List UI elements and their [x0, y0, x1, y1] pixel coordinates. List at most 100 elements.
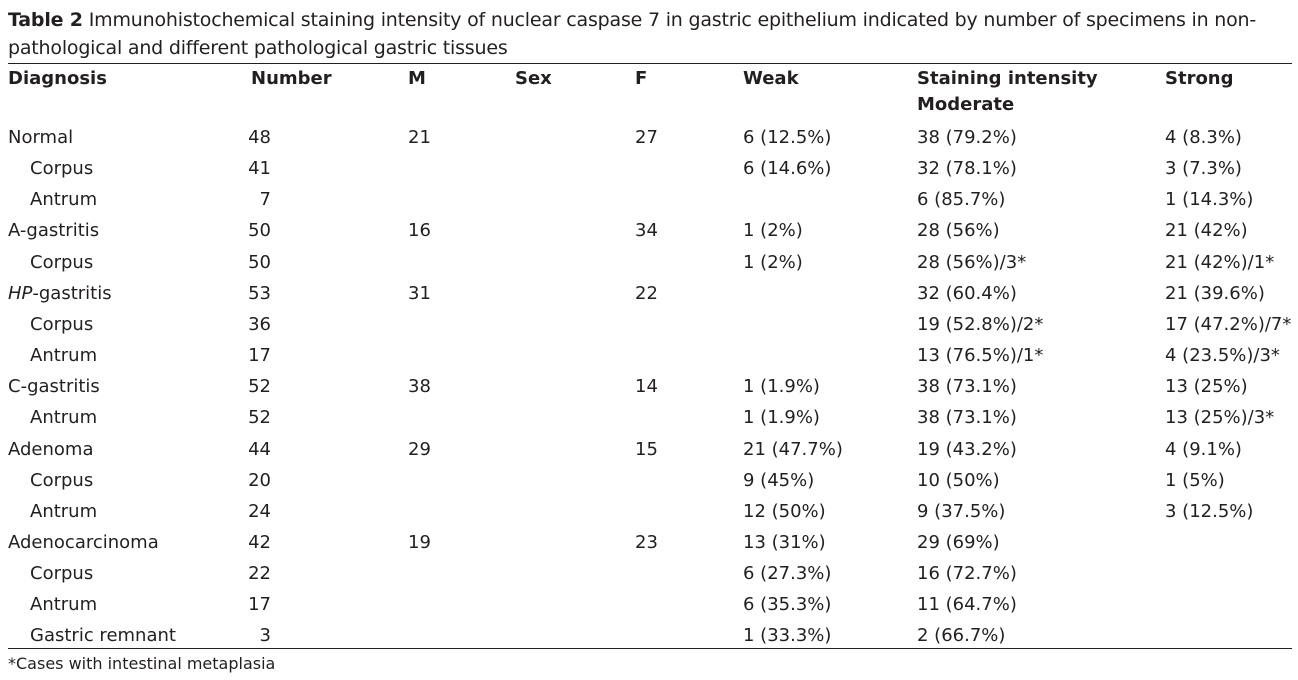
cell-number: 44 [248, 439, 271, 460]
diagnosis-text: Corpus [30, 252, 94, 273]
cell-weak: 1 (1.9%) [743, 376, 820, 397]
cell-moderate: 6 (85.7%) [917, 189, 1006, 210]
cell-moderate: 13 (76.5%)/1* [917, 345, 1044, 366]
table-row: HP-gastritis 53 31 22 32 (60.4%) 21 (39.6%) [0, 278, 1298, 309]
cell-number: 41 [248, 158, 271, 179]
cell-diagnosis: Corpus [30, 558, 93, 589]
cell-diagnosis: Antrum [30, 184, 97, 215]
diagnosis-text: Adenoma [8, 439, 94, 460]
table-row: Antrum 24 12 (50%) 9 (37.5%) 3 (12.5%) [0, 496, 1298, 527]
cell-diagnosis: Corpus [30, 465, 93, 496]
cell-m: 16 [408, 220, 431, 241]
cell-moderate: 28 (56%) [917, 220, 1000, 241]
diagnosis-text: Corpus [30, 563, 94, 584]
header-f: F [635, 68, 648, 89]
diagnosis-text: Normal [8, 127, 74, 148]
table-row: A-gastritis 50 16 34 1 (2%) 28 (56%) 21 (42%) [0, 215, 1298, 246]
cell-moderate: 28 (56%)/3* [917, 252, 1027, 273]
table-row: Corpus 20 9 (45%) 10 (50%) 1 (5%) [0, 465, 1298, 496]
cell-diagnosis: Antrum [30, 589, 97, 620]
header-m: M [408, 68, 426, 89]
cell-strong: 13 (25%)/3* [1165, 407, 1275, 428]
table-row: C-gastritis 52 38 14 1 (1.9%) 38 (73.1%) 13 (2… [0, 371, 1298, 402]
cell-moderate: 19 (43.2%) [917, 439, 1017, 460]
cell-number: 3 [259, 625, 271, 646]
diagnosis-text: Corpus [30, 470, 94, 491]
diagnosis-text: A-gastritis [8, 220, 100, 241]
bottom-rule [8, 648, 1292, 649]
diagnosis-text: C-gastritis [8, 376, 100, 397]
table-footnote: *Cases with intestinal metaplasia [8, 654, 276, 673]
cell-strong: 4 (23.5%)/3* [1165, 345, 1280, 366]
table-row: Corpus 36 19 (52.8%)/2* 17 (47.2%)/7* [0, 309, 1298, 340]
cell-f: 14 [635, 376, 658, 397]
cell-diagnosis: Gastric remnant [30, 620, 176, 651]
table-row: Antrum 52 1 (1.9%) 38 (73.1%) 13 (25%)/3* [0, 402, 1298, 433]
table-row: Corpus 50 1 (2%) 28 (56%)/3* 21 (42%)/1* [0, 247, 1298, 278]
diagnosis-text: Corpus [30, 158, 94, 179]
cell-weak: 9 (45%) [743, 470, 815, 491]
cell-number: 17 [248, 345, 271, 366]
diagnosis-text: Corpus [30, 314, 94, 335]
table-row: Corpus 41 6 (14.6%) 32 (78.1%) 3 (7.3%) [0, 153, 1298, 184]
cell-strong: 1 (14.3%) [1165, 189, 1254, 210]
cell-weak: 21 (47.7%) [743, 439, 843, 460]
cell-diagnosis: A-gastritis [8, 215, 99, 246]
cell-strong: 17 (47.2%)/7* [1165, 314, 1292, 335]
cell-number: 50 [248, 252, 271, 273]
cell-moderate: 38 (79.2%) [917, 127, 1017, 148]
cell-number: 53 [248, 283, 271, 304]
header-diagnosis: Diagnosis [8, 68, 107, 89]
cell-f: 23 [635, 532, 658, 553]
cell-weak: 6 (35.3%) [743, 594, 832, 615]
diagnosis-text: Adenocarcinoma [8, 532, 159, 553]
cell-moderate: 9 (37.5%) [917, 501, 1006, 522]
cell-strong: 3 (12.5%) [1165, 501, 1254, 522]
cell-weak: 13 (31%) [743, 532, 826, 553]
table-row: Antrum 17 6 (35.3%) 11 (64.7%) [0, 589, 1298, 620]
cell-moderate: 32 (60.4%) [917, 283, 1017, 304]
diagnosis-text: Antrum [30, 594, 98, 615]
cell-strong: 3 (7.3%) [1165, 158, 1242, 179]
cell-m: 19 [408, 532, 431, 553]
table-row: Antrum 17 13 (76.5%)/1* 4 (23.5%)/3* [0, 340, 1298, 371]
cell-m: 38 [408, 376, 431, 397]
diagnosis-italic-part: HP [8, 283, 33, 304]
header-staining-intensity: Staining intensity [917, 68, 1098, 89]
table-row: Normal 48 21 27 6 (12.5%) 38 (79.2%) 4 (8.3%) [0, 122, 1298, 153]
cell-weak: 6 (14.6%) [743, 158, 832, 179]
cell-f: 27 [635, 127, 658, 148]
table-label: Table 2 [8, 9, 83, 31]
cell-weak: 12 (50%) [743, 501, 826, 522]
diagnosis-text: Antrum [30, 345, 98, 366]
table-row: Antrum 7 6 (85.7%) 1 (14.3%) [0, 184, 1298, 215]
cell-diagnosis: C-gastritis [8, 371, 100, 402]
cell-diagnosis: Corpus [30, 153, 93, 184]
cell-weak: 1 (2%) [743, 220, 803, 241]
cell-moderate: 2 (66.7%) [917, 625, 1006, 646]
table-caption: Table 2 Immunohistochemical staining inte… [8, 6, 1292, 62]
cell-moderate: 32 (78.1%) [917, 158, 1017, 179]
cell-moderate: 29 (69%) [917, 532, 1000, 553]
cell-number: 52 [248, 407, 271, 428]
cell-moderate: 11 (64.7%) [917, 594, 1017, 615]
cell-diagnosis: Corpus [30, 247, 93, 278]
cell-number: 42 [248, 532, 271, 553]
cell-m: 21 [408, 127, 431, 148]
cell-number: 24 [248, 501, 271, 522]
cell-number: 52 [248, 376, 271, 397]
diagnosis-text: Antrum [30, 501, 98, 522]
diagnosis-text: Antrum [30, 189, 98, 210]
cell-number: 20 [248, 470, 271, 491]
table-row: Gastric remnant 3 1 (33.3%) 2 (66.7%) [0, 620, 1298, 651]
header-moderate: Moderate [917, 94, 1015, 115]
cell-strong: 4 (8.3%) [1165, 127, 1242, 148]
cell-diagnosis: Antrum [30, 402, 97, 433]
cell-moderate: 10 (50%) [917, 470, 1000, 491]
header-number: Number [251, 68, 332, 89]
cell-number: 36 [248, 314, 271, 335]
cell-diagnosis: Adenocarcinoma [8, 527, 159, 558]
cell-f: 22 [635, 283, 658, 304]
diagnosis-text: Antrum [30, 407, 98, 428]
cell-m: 29 [408, 439, 431, 460]
